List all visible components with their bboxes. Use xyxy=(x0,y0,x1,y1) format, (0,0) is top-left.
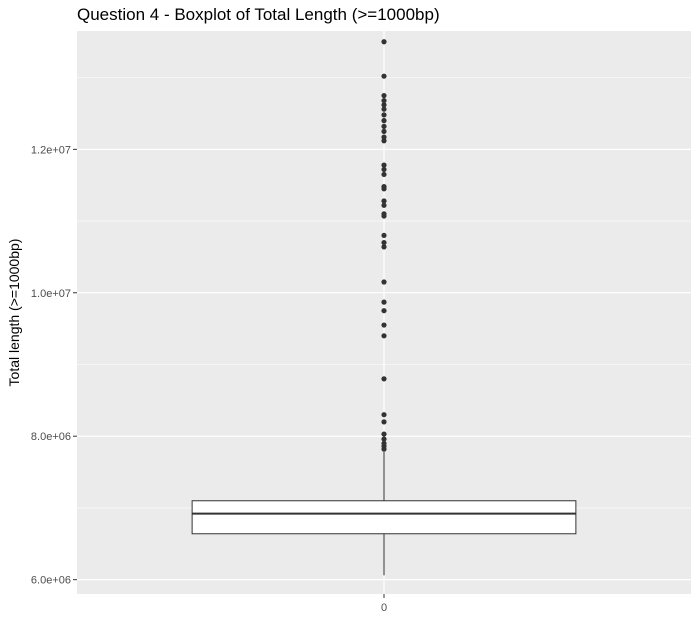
outlier-point xyxy=(381,118,387,124)
outlier-point xyxy=(381,333,387,339)
x-tick-label: 0 xyxy=(381,602,387,614)
outlier-point xyxy=(381,92,387,99)
outlier-point xyxy=(381,128,387,135)
outlier-point xyxy=(381,440,387,446)
outlier-point xyxy=(381,431,387,437)
outlier-point xyxy=(381,97,387,104)
outlier-point xyxy=(381,171,387,178)
outlier-point xyxy=(381,73,387,79)
chart-title: Question 4 - Boxplot of Total Length (>=… xyxy=(77,5,440,24)
outlier-point xyxy=(381,279,387,285)
outlier-point xyxy=(381,239,387,246)
outlier-points xyxy=(381,39,387,452)
y-tick-label: 1.2e+07 xyxy=(31,144,71,156)
outlier-point xyxy=(381,39,387,45)
outlier-point xyxy=(381,184,387,190)
y-tick-label: 8.0e+06 xyxy=(31,431,71,443)
y-axis: 6.0e+06 8.0e+06 1.0e+07 1.2e+07 xyxy=(31,144,77,587)
outlier-point xyxy=(381,244,387,250)
outlier-point xyxy=(381,436,387,442)
outlier-point xyxy=(381,211,387,217)
outlier-point xyxy=(381,123,387,129)
x-axis: 0 xyxy=(381,594,387,614)
outlier-point xyxy=(381,102,387,108)
outlier-point xyxy=(381,376,387,382)
y-axis-title: Total length (>=1000bp) xyxy=(6,239,22,387)
box-group xyxy=(191,451,577,576)
outlier-point xyxy=(381,299,387,305)
y-tick-label: 1.0e+07 xyxy=(31,288,71,300)
outlier-point xyxy=(381,134,387,140)
outlier-point xyxy=(381,112,387,118)
outlier-point xyxy=(381,202,387,208)
outlier-point xyxy=(381,162,387,168)
outlier-point xyxy=(381,322,387,328)
outlier-point xyxy=(381,106,387,112)
outlier-point xyxy=(381,412,387,418)
outlier-point xyxy=(381,166,387,173)
outlier-point xyxy=(381,419,387,425)
y-tick-label: 6.0e+06 xyxy=(31,575,71,587)
outlier-point xyxy=(381,308,387,314)
box-iqr xyxy=(191,500,577,535)
outlier-point xyxy=(381,138,387,144)
outlier-point xyxy=(381,232,387,239)
outlier-point xyxy=(381,198,387,204)
